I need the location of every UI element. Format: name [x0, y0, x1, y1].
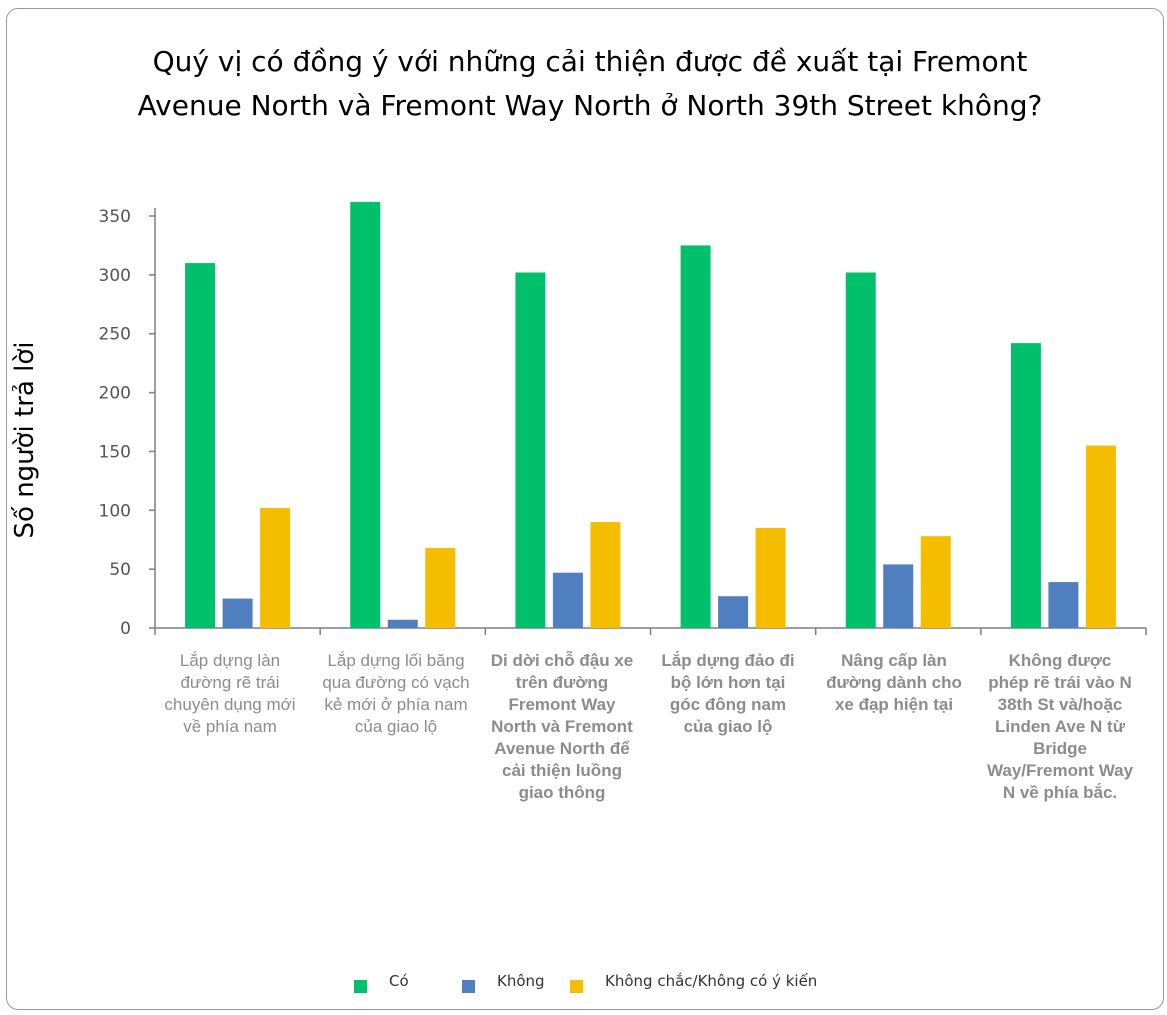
- bar: [845, 272, 876, 628]
- category-label: Lắp dựng đảo đi bộ lớn hơn tại góc đông …: [661, 651, 795, 736]
- bar: [1085, 445, 1116, 628]
- legend: Có Không Không chắc/Không có ý kiến: [0, 972, 1167, 1002]
- category-label: Lắp dựng làn đường rẽ trái chuyên dụng m…: [164, 651, 296, 736]
- y-tick-label: 0: [120, 619, 131, 639]
- category-label: Nâng cấp làn đường dành cho xe đạp hiện …: [826, 651, 962, 714]
- legend-label-unsure: Không chắc/Không có ý kiến: [605, 972, 818, 990]
- bar: [920, 536, 951, 628]
- bar: [718, 596, 749, 628]
- category-label: Lắp dựng lối băng qua đường có vạch kẻ m…: [322, 651, 470, 736]
- bar: [1048, 582, 1079, 628]
- y-tick-label: 300: [99, 266, 131, 286]
- legend-item-yes: Có: [354, 972, 409, 993]
- category-label: Không được phép rẽ trái vào N 38th St và…: [986, 651, 1134, 802]
- chart-title: Quý vị có đồng ý với những cải thiện đượ…: [137, 45, 1043, 122]
- legend-item-no: Không: [462, 972, 545, 993]
- legend-label-no: Không: [497, 972, 545, 990]
- legend-label-yes: Có: [389, 972, 409, 990]
- y-tick-label: 350: [99, 207, 131, 227]
- bar: [260, 507, 291, 628]
- category-label: Di dời chỗ đậu xe trên đường Fremont Way…: [490, 651, 634, 802]
- bar: [590, 522, 621, 628]
- bar: [425, 547, 456, 628]
- y-tick-label: 200: [99, 384, 131, 404]
- y-tick-label: 100: [99, 501, 131, 521]
- y-tick-label: 250: [99, 325, 131, 345]
- bar: [222, 598, 253, 628]
- bar: [350, 201, 381, 629]
- legend-swatch-no: [462, 980, 475, 993]
- bar: [387, 619, 418, 628]
- bar: [680, 245, 711, 628]
- legend-item-unsure: Không chắc/Không có ý kiến: [570, 972, 817, 993]
- y-tick-label: 150: [99, 442, 131, 462]
- y-tick-label: 50: [109, 560, 131, 580]
- bar: [185, 263, 216, 628]
- legend-swatch-unsure: [570, 980, 583, 993]
- legend-swatch-yes: [354, 980, 367, 993]
- bar: [1010, 343, 1041, 628]
- bar: [515, 272, 546, 628]
- bar: [883, 564, 914, 628]
- bar: [755, 527, 786, 628]
- bar: [552, 572, 583, 628]
